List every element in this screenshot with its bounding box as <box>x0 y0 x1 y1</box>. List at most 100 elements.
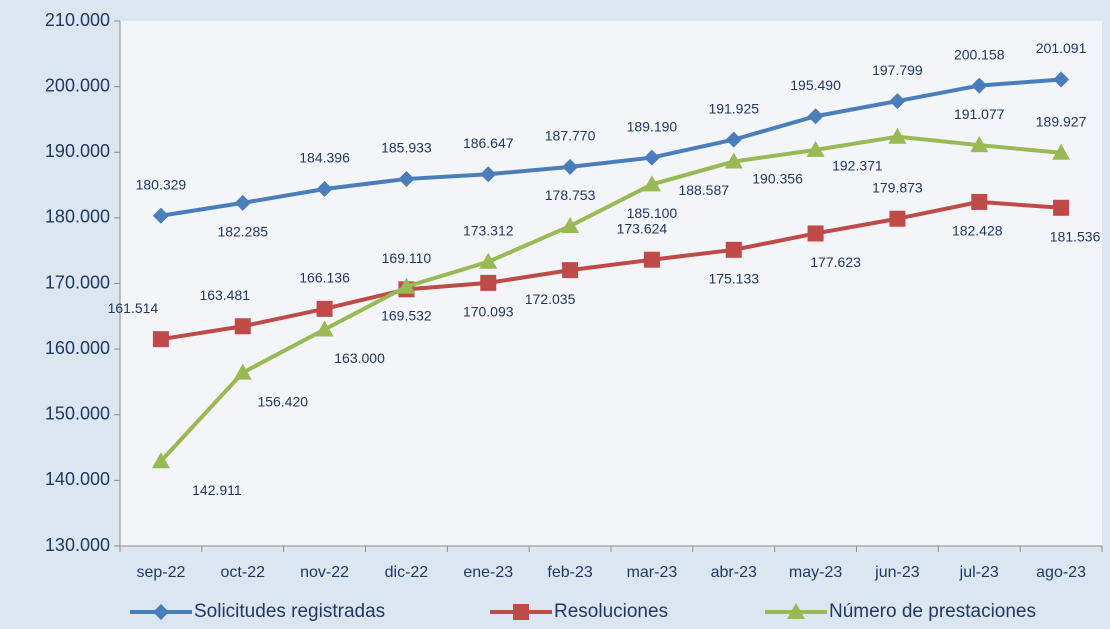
marker <box>724 152 743 169</box>
x-tick-label: nov-22 <box>300 564 349 581</box>
marker <box>234 194 251 211</box>
y-tick-label: 170.000 <box>45 272 110 292</box>
data-label: 188.587 <box>678 182 729 198</box>
x-tick-label: mar-23 <box>627 564 678 581</box>
marker <box>561 217 580 234</box>
marker <box>889 93 906 110</box>
data-label: 177.623 <box>810 254 861 270</box>
data-label: 191.077 <box>954 106 1005 122</box>
data-label: 178.753 <box>545 187 596 203</box>
marker <box>316 300 333 317</box>
plot-area <box>120 21 1102 546</box>
x-tick-label: oct-22 <box>221 564 266 581</box>
x-tick-label: dic-22 <box>385 564 429 581</box>
data-label: 192.371 <box>832 157 883 173</box>
marker <box>971 193 988 210</box>
series-line <box>159 134 1062 463</box>
data-label: 186.647 <box>463 135 514 151</box>
y-tick-label: 160.000 <box>45 338 110 358</box>
data-label: 182.428 <box>952 223 1003 239</box>
y-tick-label: 180.000 <box>45 207 110 227</box>
y-tick-label: 200.000 <box>45 75 110 95</box>
data-label: 180.329 <box>136 176 187 192</box>
marker <box>151 452 170 469</box>
series-line <box>160 199 1062 342</box>
data-label: 179.873 <box>872 179 923 195</box>
marker <box>480 274 497 291</box>
data-label: 163.000 <box>334 350 385 366</box>
marker <box>787 603 805 619</box>
y-tick-label: 140.000 <box>45 469 110 489</box>
x-tick-label: ene-23 <box>463 564 513 581</box>
marker <box>970 136 989 153</box>
data-label: 185.933 <box>381 140 432 156</box>
marker <box>479 252 498 269</box>
data-label: 189.190 <box>627 118 678 134</box>
x-tick-label: may-23 <box>789 564 842 581</box>
data-label: 166.136 <box>299 270 350 286</box>
y-tick-label: 190.000 <box>45 141 110 161</box>
data-label: 197.799 <box>872 62 923 78</box>
data-label: 169.110 <box>382 250 432 266</box>
data-label: 161.514 <box>108 300 159 316</box>
marker <box>315 320 334 337</box>
marker <box>397 277 416 294</box>
marker <box>725 241 742 258</box>
legend-label: Resoluciones <box>554 601 668 622</box>
data-label: 163.481 <box>199 287 250 303</box>
data-label: 182.285 <box>217 224 268 240</box>
marker <box>807 225 824 242</box>
marker <box>643 149 660 166</box>
marker <box>807 108 824 125</box>
x-tick-label: feb-23 <box>547 564 592 581</box>
marker <box>562 158 579 175</box>
data-label: 173.312 <box>463 222 514 238</box>
y-tick-label: 210.000 <box>45 10 110 30</box>
data-label: 172.035 <box>525 291 576 307</box>
marker <box>316 181 333 198</box>
marker <box>888 127 907 144</box>
data-label: 170.093 <box>463 304 514 320</box>
x-tick-label: ago-23 <box>1036 564 1086 581</box>
y-tick-label: 150.000 <box>45 404 110 424</box>
marker <box>642 175 661 192</box>
data-label: 201.091 <box>1036 40 1087 56</box>
marker <box>725 131 742 148</box>
series-line <box>160 77 1062 218</box>
marker <box>233 363 252 380</box>
data-label: 181.536 <box>1050 228 1101 244</box>
marker <box>1052 143 1071 160</box>
marker <box>234 318 251 335</box>
marker <box>152 207 169 224</box>
marker <box>398 170 415 187</box>
x-tick-label: jun-23 <box>874 564 920 581</box>
data-label: 173.624 <box>617 220 668 236</box>
data-label: 142.911 <box>192 482 242 498</box>
x-tick-label: jul-23 <box>959 564 999 581</box>
marker <box>1053 71 1070 88</box>
data-label: 185.100 <box>627 205 678 221</box>
marker <box>153 604 169 620</box>
data-label: 191.925 <box>708 100 759 116</box>
marker <box>889 210 906 227</box>
legend-label: Solicitudes registradas <box>194 601 385 622</box>
data-label: 156.420 <box>257 393 308 409</box>
data-label: 200.158 <box>954 46 1005 62</box>
data-label: 195.490 <box>790 77 841 93</box>
data-label: 190.356 <box>752 171 803 187</box>
marker <box>806 140 825 157</box>
marker <box>513 604 529 620</box>
x-tick-label: abr-23 <box>711 564 757 581</box>
marker <box>562 262 579 279</box>
marker <box>971 77 988 94</box>
x-tick-label: sep-22 <box>136 564 185 581</box>
legend-label: Número de prestaciones <box>829 601 1036 622</box>
data-label: 175.133 <box>708 271 759 287</box>
marker <box>643 251 660 268</box>
marker <box>480 166 497 183</box>
marker <box>152 331 169 348</box>
data-label: 169.532 <box>381 307 432 323</box>
data-label: 189.927 <box>1036 113 1087 129</box>
data-label: 184.396 <box>299 150 350 166</box>
